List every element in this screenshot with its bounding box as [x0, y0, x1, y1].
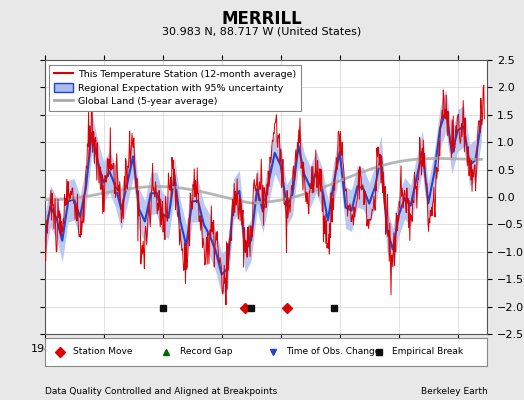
Text: Data Quality Controlled and Aligned at Breakpoints: Data Quality Controlled and Aligned at B…	[45, 387, 277, 396]
Text: Berkeley Earth: Berkeley Earth	[421, 387, 487, 396]
Text: Station Move: Station Move	[73, 348, 133, 356]
Text: 30.983 N, 88.717 W (United States): 30.983 N, 88.717 W (United States)	[162, 26, 362, 36]
Text: Empirical Break: Empirical Break	[392, 348, 463, 356]
Legend: This Temperature Station (12-month average), Regional Expectation with 95% uncer: This Temperature Station (12-month avera…	[49, 65, 301, 111]
Text: Record Gap: Record Gap	[180, 348, 232, 356]
Text: MERRILL: MERRILL	[222, 10, 302, 28]
Text: Time of Obs. Change: Time of Obs. Change	[286, 348, 380, 356]
